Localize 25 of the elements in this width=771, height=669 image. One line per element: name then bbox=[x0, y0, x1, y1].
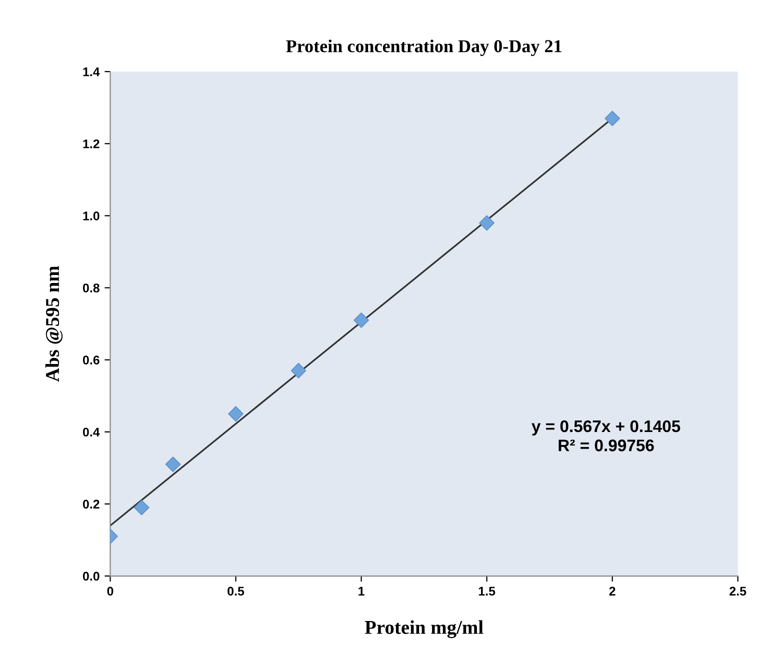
x-tick-label: 0.5 bbox=[228, 586, 244, 596]
point bbox=[134, 500, 150, 516]
y-tick-label: 0.8 bbox=[82, 284, 100, 292]
y-tick-label: 0.4 bbox=[82, 428, 100, 437]
y-tick-label: 0.6 bbox=[82, 356, 100, 364]
x-tick-label: 2 bbox=[609, 586, 616, 596]
chart-title: Protein concentration Day 0-Day 21 bbox=[286, 40, 562, 56]
x-tick-label: 2.5 bbox=[730, 586, 746, 596]
y-tick-label: 0.0 bbox=[82, 572, 100, 581]
x-axis-title: Protein mg/ml bbox=[364, 620, 484, 638]
point bbox=[290, 362, 306, 378]
point bbox=[479, 215, 495, 231]
annotation: y = 0.567x + 0.1405 R² = 0.99756 bbox=[532, 420, 680, 452]
y-tick-label: 1.0 bbox=[83, 212, 100, 220]
y-tick-label: 0.2 bbox=[82, 500, 100, 509]
point bbox=[165, 456, 181, 472]
point bbox=[604, 110, 620, 126]
y-axis-title: Abs @595 nm bbox=[45, 266, 63, 382]
y-tick-label: 1.2 bbox=[83, 139, 100, 148]
point bbox=[228, 406, 244, 422]
x-tick-label: 0 bbox=[107, 586, 114, 596]
y-tick-label: 1.4 bbox=[83, 68, 100, 76]
x-tick-label: 1 bbox=[358, 586, 364, 596]
x-tick-label: 1.5 bbox=[478, 586, 496, 596]
point bbox=[354, 312, 369, 328]
